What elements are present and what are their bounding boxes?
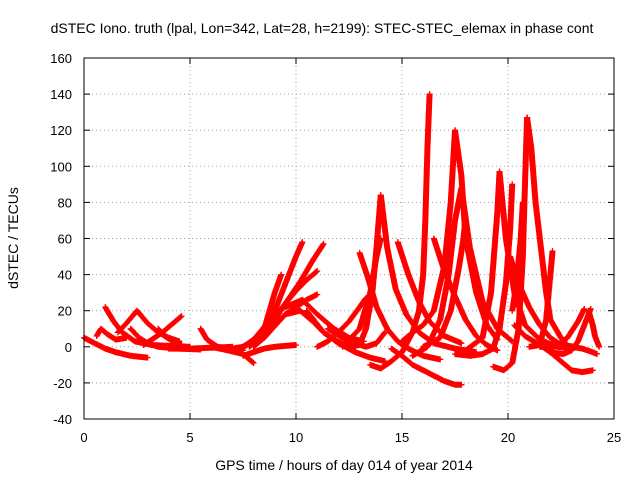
data-series-2	[93, 325, 130, 343]
y-tick-label: 0	[65, 340, 72, 355]
y-tick-label: -20	[53, 376, 72, 391]
y-tick-label: 140	[50, 87, 72, 102]
series-group	[81, 91, 603, 388]
series-markers	[240, 342, 299, 359]
data-series-42	[536, 305, 588, 350]
y-axis-label: dSTEC / TECUs	[5, 187, 21, 289]
ticks: 0 5 10 15 20 25 -40 -20 0 20 40 60 80 100 120 140 160	[50, 51, 621, 445]
series-markers	[282, 296, 367, 345]
y-tick-label: 20	[58, 304, 72, 319]
x-axis-label: GPS time / hours of day 014 of year 2014	[215, 457, 473, 473]
series-markers	[585, 307, 603, 350]
series-markers	[568, 343, 600, 357]
data-series-44	[568, 343, 600, 357]
series-markers	[430, 235, 501, 354]
data-series-7	[155, 325, 185, 348]
series-markers	[93, 325, 130, 343]
x-tick-label: 5	[186, 430, 193, 445]
y-tick-label: 160	[50, 51, 72, 66]
y-tick-label: -40	[53, 412, 72, 427]
series-markers	[388, 345, 465, 388]
data-series-45	[585, 307, 603, 350]
data-series-24	[356, 249, 444, 363]
series-markers	[356, 249, 444, 363]
y-tick-label: 40	[58, 268, 72, 283]
series-markers	[155, 325, 185, 348]
x-tick-label: 25	[607, 430, 621, 445]
series-markers	[509, 199, 526, 314]
x-tick-label: 0	[80, 430, 87, 445]
data-series-38	[509, 199, 526, 314]
data-series-27	[388, 345, 465, 388]
y-tick-label: 100	[50, 159, 72, 174]
data-series-32	[430, 235, 501, 354]
x-tick-label: 20	[501, 430, 515, 445]
x-tick-label: 15	[395, 430, 409, 445]
y-tick-label: 120	[50, 123, 72, 138]
series-markers	[536, 305, 588, 350]
data-series-15	[246, 268, 321, 350]
series-markers	[246, 268, 321, 350]
y-tick-label: 60	[58, 232, 72, 247]
chart-title: dSTEC Iono. truth (lpal, Lon=342, Lat=28…	[51, 20, 594, 36]
x-tick-label: 10	[289, 430, 303, 445]
grid	[84, 58, 614, 419]
data-series-14	[240, 342, 299, 359]
data-series-18	[282, 296, 367, 345]
y-tick-label: 80	[58, 195, 72, 210]
